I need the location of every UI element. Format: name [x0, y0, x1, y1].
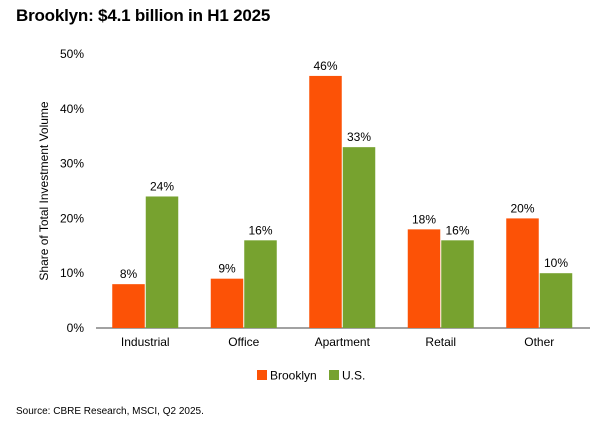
y-tick-label: 50% [60, 47, 84, 61]
bar-us-industrial [145, 196, 179, 328]
bar-data-label: 33% [347, 130, 371, 144]
bar-us-retail [441, 240, 474, 328]
bar-data-label: 8% [120, 267, 138, 281]
bar-us-office [244, 240, 277, 328]
bar-brooklyn-apartment [309, 75, 342, 328]
bar-us-other [539, 273, 573, 328]
bar-brooklyn-office [210, 278, 244, 328]
legend-swatch [329, 370, 339, 380]
x-tick-label: Apartment [315, 335, 371, 349]
source-note: Source: CBRE Research, MSCI, Q2 2025. [16, 406, 204, 417]
bar-data-label: 16% [248, 223, 272, 237]
legend-label: U.S. [342, 369, 365, 383]
legend-swatch [257, 370, 267, 380]
bar-us-apartment [342, 147, 376, 328]
x-tick-label: Office [228, 335, 259, 349]
bar-data-label: 9% [218, 262, 236, 276]
y-tick-label: 0% [67, 321, 85, 335]
bar-data-label: 16% [445, 223, 469, 237]
bar-brooklyn-other [506, 218, 539, 328]
y-tick-label: 20% [60, 211, 84, 225]
bar-brooklyn-retail [407, 229, 441, 328]
chart-title: Brooklyn: $4.1 billion in H1 2025 [16, 6, 271, 25]
y-tick-label: 30% [60, 157, 84, 171]
y-tick-label: 40% [60, 102, 84, 116]
x-tick-label: Other [524, 335, 554, 349]
bar-brooklyn-industrial [112, 284, 145, 328]
legend: Brooklyn U.S. [257, 369, 365, 383]
legend-label: Brooklyn [270, 369, 317, 383]
bar-data-label: 24% [150, 179, 174, 193]
y-tick-label: 10% [60, 266, 84, 280]
bar-data-label: 20% [510, 201, 534, 215]
bar-data-label: 10% [544, 256, 568, 270]
bar-data-labels: 8% 24% 9% 16% 46% 33% 18% 16% 20% 10% [120, 59, 569, 281]
x-tick-label: Industrial [121, 335, 170, 349]
y-axis: 0% 10% 20% 30% 40% 50% [60, 47, 84, 335]
bars [112, 75, 573, 328]
bar-data-label: 18% [412, 212, 436, 226]
y-axis-label: Share of Total Investment Volume [37, 101, 51, 281]
x-axis-tick-labels: Industrial Office Apartment Retail Other [121, 335, 554, 349]
bar-data-label: 46% [313, 59, 337, 73]
x-tick-label: Retail [425, 335, 456, 349]
